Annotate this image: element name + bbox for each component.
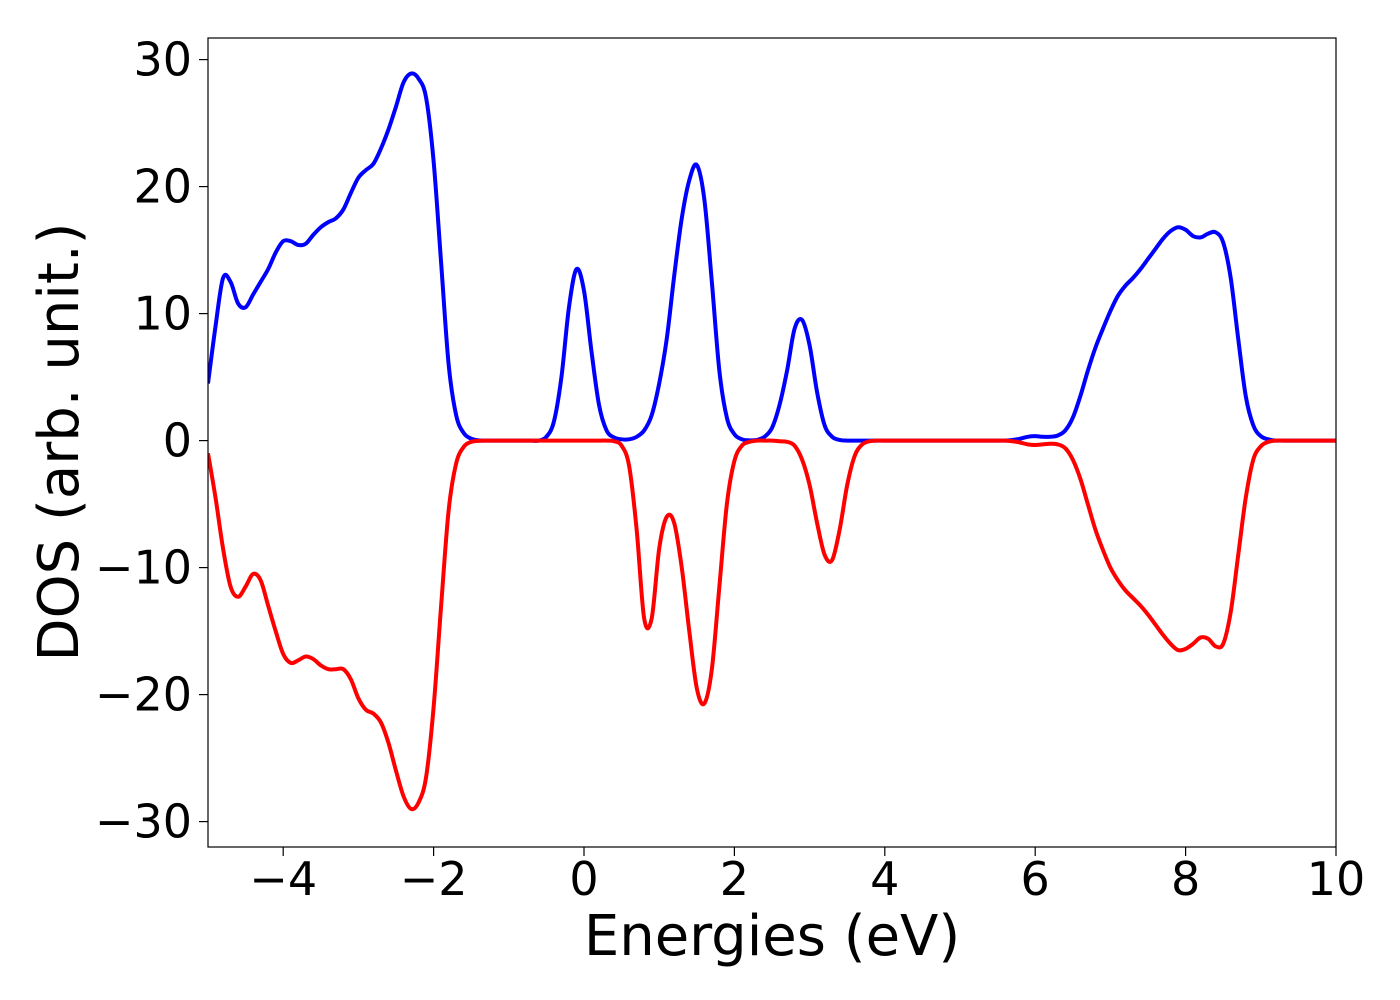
- y-tick-label: 30: [133, 33, 192, 87]
- x-tick-label: 2: [720, 852, 749, 906]
- x-tick-label: −2: [400, 852, 468, 906]
- x-axis-label: Energies (eV): [584, 904, 960, 969]
- y-tick-label: 10: [133, 287, 192, 341]
- x-tick-label: 0: [569, 852, 598, 906]
- x-tick-label: 10: [1307, 852, 1366, 906]
- y-tick-label: 0: [163, 414, 192, 468]
- x-tick-label: 6: [1021, 852, 1050, 906]
- y-tick-label: −10: [95, 541, 192, 595]
- dos-line: [208, 438, 1336, 812]
- plot-area: [208, 71, 1336, 812]
- x-tick-label: 4: [870, 852, 899, 906]
- y-tick-label: −20: [95, 668, 192, 722]
- y-axis-label: DOS (arb. unit.): [27, 222, 92, 661]
- y-tick-label: −30: [95, 795, 192, 849]
- y-tick-label: 20: [133, 160, 192, 214]
- x-tick-label: 8: [1171, 852, 1200, 906]
- x-tick-label: −4: [249, 852, 317, 906]
- dos-line: [208, 71, 1336, 443]
- axes-frame: [207, 37, 1337, 848]
